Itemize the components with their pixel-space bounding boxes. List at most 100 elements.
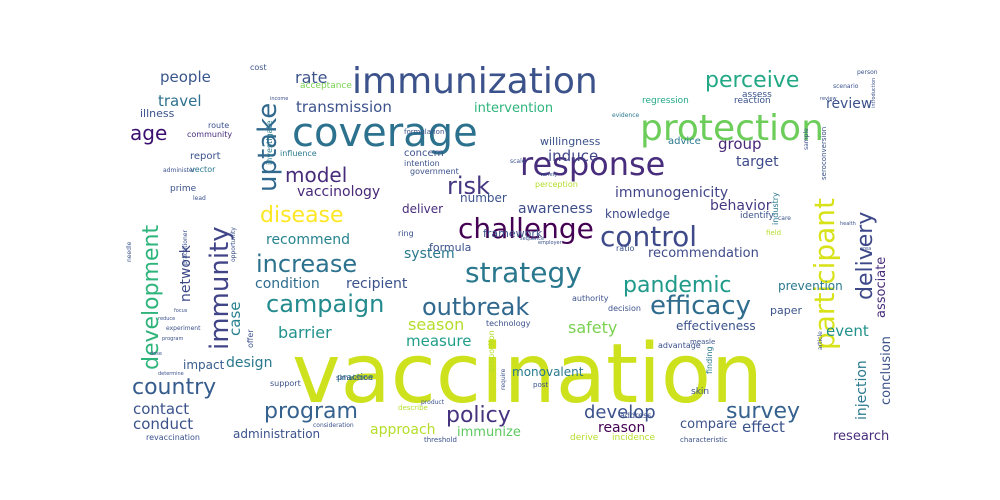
word-system: system (404, 246, 455, 262)
word-characteristic: characteristic (680, 436, 728, 444)
word-season: season (408, 315, 464, 334)
word-perceive: perceive (705, 68, 799, 93)
word-campaign: campaign (266, 290, 384, 318)
word-case: case (226, 302, 244, 336)
word-framework: framework (483, 227, 543, 240)
word-outbreak: outbreak (422, 293, 529, 321)
word-advantage: advantage (658, 341, 701, 350)
word-administer: administer (163, 167, 196, 174)
word-control: control (600, 220, 697, 253)
word-experiment: experiment (166, 325, 201, 332)
word-income: income (270, 96, 288, 102)
word-recipient: recipient (346, 276, 408, 292)
word-contact: contact (133, 400, 189, 418)
word-response: response (520, 145, 665, 183)
word-acceptance: acceptance (300, 81, 352, 91)
word-pandemic: pandemic (623, 273, 732, 298)
word-intervention: intervention (474, 101, 553, 116)
word-focus: focus (174, 308, 188, 314)
word-number: number (460, 191, 507, 205)
word-research: research (833, 429, 889, 444)
word-perception: perception (535, 180, 578, 189)
word-government: government (410, 167, 459, 176)
word-conduct: conduct (133, 415, 193, 433)
word-design: design (226, 355, 272, 371)
word-industry: industry (771, 192, 780, 225)
word-investigate: investigate (265, 120, 274, 165)
word-review: review (826, 96, 872, 112)
word-travel: travel (158, 92, 202, 110)
word-community: community (187, 130, 232, 139)
word-coverage: coverage (292, 110, 478, 156)
word-barrier: barrier (278, 323, 332, 342)
word-concern: concern (404, 148, 444, 159)
word-simulation: simulation (336, 374, 373, 382)
word-strategy: strategy (465, 256, 582, 289)
word-paper: paper (770, 304, 802, 317)
word-assess: assess (742, 90, 772, 100)
word-sample: sample (803, 128, 810, 150)
word-report: report (190, 151, 221, 162)
word-prevention: prevention (778, 279, 843, 293)
word-incidence: incidence (612, 433, 656, 443)
word-transmission: transmission (296, 98, 392, 116)
word-deliver: deliver (402, 202, 443, 216)
word-lead: lead (193, 195, 206, 202)
word-route: route (208, 121, 229, 130)
word-practice: practice (337, 373, 374, 383)
word-require: require (500, 368, 507, 390)
word-measle: measle (690, 338, 715, 346)
word-program: program (264, 399, 358, 424)
word-revaccination: revaccination (146, 433, 200, 442)
word-opportunity: opportunity (230, 227, 237, 262)
word-influence: influence (280, 149, 317, 158)
word-skin: skin (691, 387, 709, 397)
word-address: address (620, 411, 651, 420)
word-people: people (160, 68, 211, 86)
word-derive: derive (570, 433, 599, 443)
word-disease: disease (260, 203, 344, 228)
word-approach: approach (370, 422, 436, 438)
word-compare: compare (680, 417, 737, 432)
word-country: country (132, 375, 216, 400)
word-introduction: introduction (871, 78, 877, 108)
word-rate: rate (295, 68, 328, 87)
word-ratio: ratio (616, 244, 635, 253)
word-age: age (130, 121, 167, 145)
word-regression: regression (642, 96, 689, 106)
word-participant: participant (808, 198, 841, 350)
word-conclusion: conclusion (879, 336, 894, 405)
word-reason: reason (598, 420, 645, 436)
word-threshold: threshold (424, 436, 457, 444)
word-support: support (270, 379, 301, 388)
word-immunity: immunity (205, 226, 235, 350)
word-injection: injection (854, 360, 870, 420)
word-protection: protection (640, 108, 824, 149)
word-effectiveness: effectiveness (676, 319, 756, 333)
word-vaccination: vaccination (292, 327, 763, 422)
word-recommend: recommend (266, 232, 350, 248)
word-advice: advice (668, 136, 701, 147)
word-safety: safety (568, 318, 617, 337)
word-review: review (820, 96, 837, 102)
word-area: area (860, 246, 871, 252)
word-prime: prime (170, 184, 197, 194)
word-network: network (178, 244, 194, 302)
word-post: post (533, 381, 548, 389)
word-willingness: willingness (540, 135, 601, 148)
word-increase: increase (256, 250, 357, 278)
word-challenge: challenge (458, 212, 594, 245)
word-technology: technology (486, 319, 531, 328)
word-event: event (826, 322, 869, 340)
word-employer: employer (538, 240, 563, 246)
word-care: care (778, 215, 791, 222)
word-consideration: consideration (313, 422, 354, 429)
word-formulation: formulation (404, 128, 444, 136)
word-intention: intention (404, 159, 440, 168)
word-immunize: immunize (457, 425, 521, 440)
word-product: product (421, 399, 445, 406)
word-scale: scale (510, 158, 526, 165)
word-needle: needle (126, 241, 133, 262)
word-impact: impact (183, 358, 225, 372)
